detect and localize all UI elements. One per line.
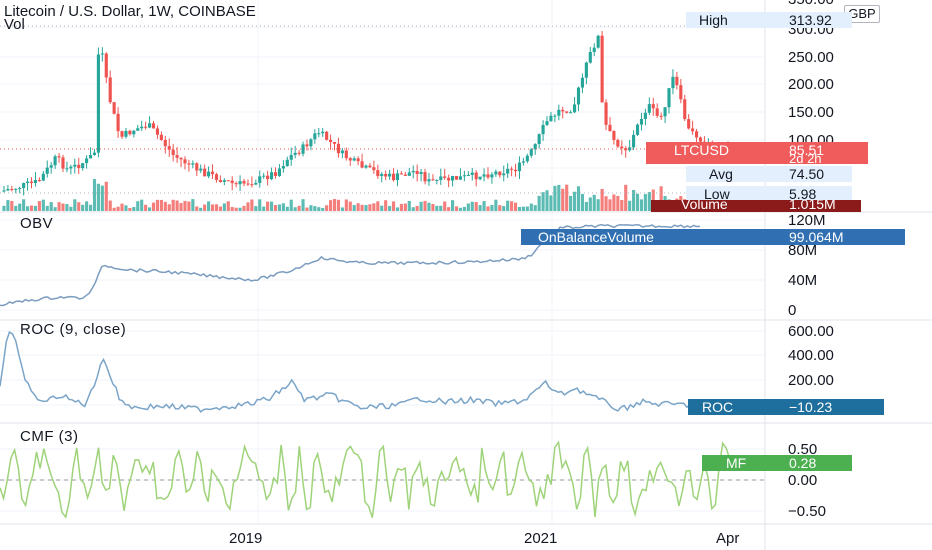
cmf-line [0, 440, 731, 519]
cmf-indicator-title[interactable]: CMF (3) [20, 428, 79, 445]
symbol-price-label: LTCUSD 85.51 2d 2h [646, 142, 868, 166]
avg-label-value: 74.50 [789, 166, 825, 182]
low-label-text: Low [704, 186, 730, 202]
mf-label-value: 0.28 [789, 455, 817, 471]
roc-tick: 400.00 [788, 347, 834, 364]
time-axis-label: Apr [716, 530, 740, 547]
roc-line [0, 330, 691, 413]
volume-bars [2, 179, 730, 211]
price-tick: 200.00 [788, 76, 834, 93]
cmf-tick: 0.50 [788, 441, 818, 458]
symbol-label-text: LTCUSD [674, 142, 729, 158]
obv-tick: 120M [788, 212, 826, 229]
mf-label-text: MF [726, 455, 747, 471]
low-label-value: 5.98 [789, 186, 817, 202]
chart-title[interactable]: Litecoin / U.S. Dollar, 1W, COINBASE [4, 3, 256, 20]
avg-price-label: Avg 74.50 [686, 166, 852, 182]
cmf-tick: 0.00 [788, 472, 818, 489]
obv-line [0, 223, 701, 307]
price-tick: 150.00 [788, 104, 834, 121]
symbol-label-value: 85.51 [789, 142, 825, 158]
bar-countdown: 2d 2h [789, 151, 822, 166]
obv-label-text: OnBalanceVolume [538, 229, 654, 245]
roc-label-text: ROC [702, 399, 734, 415]
roc-indicator-title[interactable]: ROC (9, close) [20, 321, 127, 338]
high-label-value: 313.92 [789, 12, 832, 28]
time-axis-label: 2021 [524, 530, 558, 547]
obv-tick: 0 [788, 302, 797, 319]
price-candles [2, 31, 730, 196]
high-label-text: High [699, 12, 728, 28]
high-price-label: High 313.92 [686, 12, 852, 28]
volume-label-value: 1.015M [789, 200, 836, 212]
volume-label: Volume 1.015M [651, 200, 861, 212]
obv-value-label: OnBalanceVolume 99.064M [521, 229, 905, 245]
price-tick: 250.00 [788, 49, 834, 66]
obv-label-value: 99.064M [789, 229, 844, 245]
roc-tick: 600.00 [788, 323, 834, 340]
roc-label-value: −10.23 [789, 399, 833, 415]
mf-value-label: MF 0.28 [702, 455, 852, 471]
volume-label-text: Volume [681, 200, 728, 212]
price-tick: 350.00 [788, 0, 834, 8]
currency-selector[interactable]: GBP [844, 5, 880, 23]
obv-tick: 80M [788, 242, 818, 259]
roc-tick: 200.00 [788, 372, 834, 389]
avg-label-text: Avg [709, 166, 733, 182]
time-axis-label: 2019 [229, 530, 263, 547]
obv-tick: 40M [788, 272, 818, 289]
volume-legend[interactable]: Vol [4, 16, 25, 33]
obv-indicator-title[interactable]: OBV [20, 215, 54, 232]
grid-lines [0, 0, 765, 524]
cmf-tick: −0.50 [788, 503, 826, 520]
roc-value-label: ROC −10.23 [688, 399, 884, 415]
low-price-label: Low 5.98 [686, 186, 852, 202]
